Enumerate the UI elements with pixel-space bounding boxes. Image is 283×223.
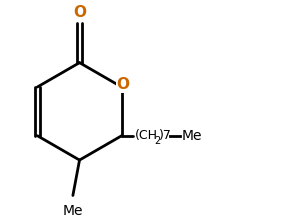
Text: O: O <box>73 5 86 20</box>
Text: Me: Me <box>182 129 203 143</box>
Text: O: O <box>116 77 129 92</box>
Text: 2: 2 <box>154 136 160 146</box>
Text: Me: Me <box>63 204 83 218</box>
Text: )7: )7 <box>159 129 171 142</box>
Text: (CH: (CH <box>135 129 158 142</box>
